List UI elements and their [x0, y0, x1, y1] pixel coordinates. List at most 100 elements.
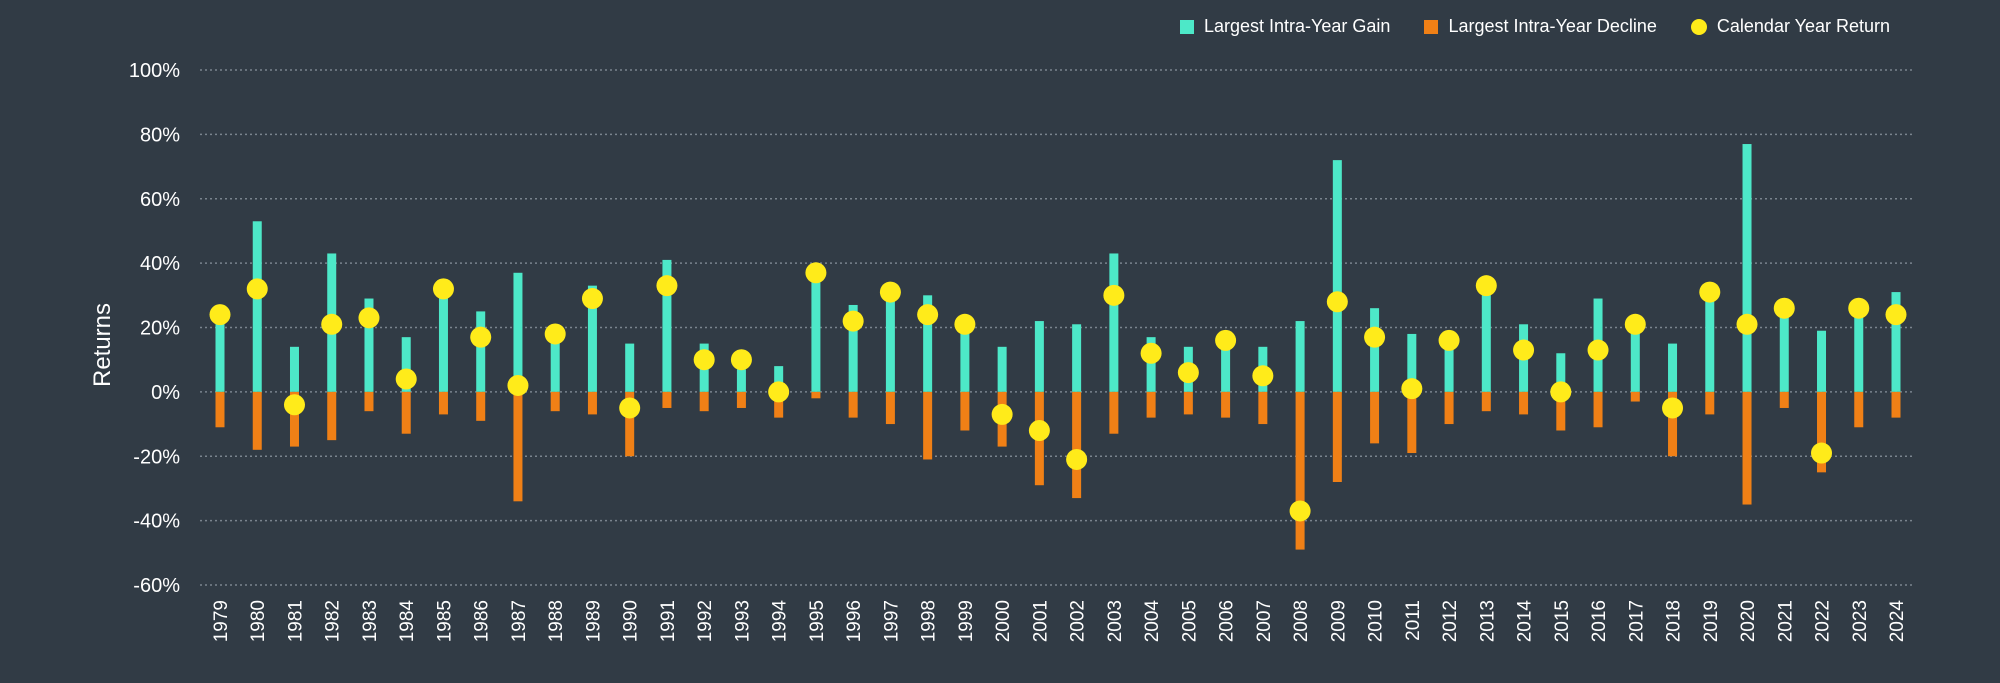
- x-tick-label: 1981: [285, 600, 306, 642]
- calendar-return-dot: [730, 349, 752, 371]
- calendar-return-dot: [432, 278, 454, 300]
- x-tick-label: 2009: [1328, 600, 1349, 642]
- calendar-return-dot: [246, 278, 268, 300]
- decline-bar: [848, 391, 858, 418]
- x-tick-label: 2003: [1105, 600, 1126, 642]
- calendar-return-dot: [395, 368, 417, 390]
- decline-bar: [513, 391, 523, 502]
- decline-bar: [1742, 391, 1752, 505]
- x-tick-label: 1986: [472, 600, 493, 642]
- legend-item-calendar: Calendar Year Return: [1690, 16, 1890, 37]
- gain-bar: [923, 295, 933, 392]
- x-tick-label: 1996: [844, 600, 865, 642]
- gain-bar: [1034, 321, 1044, 392]
- calendar-return-dot: [1811, 442, 1833, 464]
- grid-layer: [200, 69, 1915, 586]
- decline-bar: [476, 391, 486, 421]
- calendar-return-dot: [619, 397, 641, 419]
- x-tick-label: 2002: [1068, 600, 1089, 642]
- decline-bar: [1854, 391, 1864, 428]
- y-tick-label: 80%: [140, 124, 180, 146]
- calendar-return-dot: [917, 304, 939, 326]
- calendar-return-dot: [1475, 275, 1497, 297]
- decline-bar: [364, 391, 374, 412]
- calendar-return-dot: [805, 262, 827, 284]
- x-tick-label: 2018: [1664, 600, 1685, 642]
- y-tick-label: 0%: [151, 382, 180, 404]
- x-tick-label: 2023: [1850, 600, 1871, 642]
- legend: Largest Intra-Year Gain Largest Intra-Ye…: [1180, 16, 1890, 37]
- gain-bar: [401, 337, 411, 392]
- x-tick-label: 2015: [1552, 600, 1573, 642]
- gain-bar: [1891, 292, 1901, 392]
- x-tick-label: 2016: [1589, 600, 1610, 642]
- calendar-return-dot: [507, 374, 529, 396]
- gain-bar: [1444, 340, 1454, 392]
- gain-bar: [1742, 144, 1752, 392]
- y-tick-label: 20%: [140, 318, 180, 340]
- gain-bar: [885, 295, 895, 392]
- calendar-return-dot: [1215, 329, 1237, 351]
- decline-bar: [1891, 391, 1901, 418]
- calendar-return-dot: [358, 307, 380, 329]
- calendar-return-dot: [1773, 297, 1795, 319]
- x-tick-label: 2017: [1626, 600, 1647, 642]
- gain-bar: [476, 311, 486, 392]
- calendar-return-dot: [768, 381, 790, 403]
- calendar-return-dot: [1028, 420, 1050, 441]
- gain-bar: [1556, 353, 1566, 392]
- x-tick-label: 1989: [583, 600, 604, 642]
- gain-bar: [625, 343, 635, 392]
- x-tick-label: 2019: [1701, 600, 1722, 642]
- legend-label-gain: Largest Intra-Year Gain: [1204, 16, 1391, 36]
- decline-bar: [774, 391, 784, 418]
- decline-bar: [699, 391, 709, 412]
- decline-bar: [1370, 391, 1380, 444]
- calendar-return-dot: [1438, 329, 1460, 351]
- x-tick-label: 2022: [1813, 600, 1834, 642]
- decline-bar: [215, 391, 225, 428]
- gain-bar: [811, 276, 821, 392]
- x-tick-label: 2011: [1403, 600, 1424, 641]
- calendar-return-dot: [991, 403, 1013, 425]
- calendar-return-dot: [283, 394, 305, 416]
- gain-bar: [1072, 324, 1082, 392]
- gain-bar: [1705, 298, 1715, 392]
- calendar-return-dot: [954, 313, 976, 335]
- decline-bar: [1556, 391, 1566, 431]
- gain-bar: [215, 321, 225, 392]
- decline-bar: [1593, 391, 1603, 428]
- decline-bar: [885, 391, 895, 425]
- calendar-return-dot: [1662, 397, 1684, 419]
- decline-bar: [1779, 391, 1789, 408]
- decline-bar: [587, 391, 597, 415]
- calendar-return-dot: [1326, 291, 1348, 313]
- decline-bar: [960, 391, 970, 431]
- decline-bar: [1183, 391, 1193, 415]
- x-tick-label: 2008: [1291, 600, 1312, 642]
- x-tick-label: 1994: [770, 600, 791, 643]
- gain-bar: [1668, 343, 1678, 392]
- calendar-return-dot: [544, 323, 566, 345]
- gain-bar: [587, 285, 597, 392]
- x-tick-label: 1997: [881, 600, 902, 642]
- x-tick-label: 2004: [1142, 600, 1163, 643]
- decline-bar: [438, 391, 448, 415]
- x-tick-label: 1980: [248, 600, 269, 642]
- x-tick-label: 1999: [956, 600, 977, 642]
- calendar-return-dot: [1513, 339, 1535, 361]
- x-tick-label: 1998: [919, 600, 940, 642]
- legend-swatch-gain: [1180, 19, 1194, 34]
- y-tick-label: 100%: [129, 60, 180, 82]
- calendar-return-dot: [693, 349, 715, 371]
- decline-bar: [1221, 391, 1231, 418]
- decline-bar: [1817, 391, 1827, 473]
- decline-bar: [252, 391, 262, 450]
- x-tick-label: 2013: [1477, 600, 1498, 642]
- calendar-return-dot: [581, 288, 603, 310]
- decline-bar: [625, 391, 635, 457]
- decline-bar: [1630, 391, 1640, 402]
- legend-item-gain: Largest Intra-Year Gain: [1180, 16, 1390, 37]
